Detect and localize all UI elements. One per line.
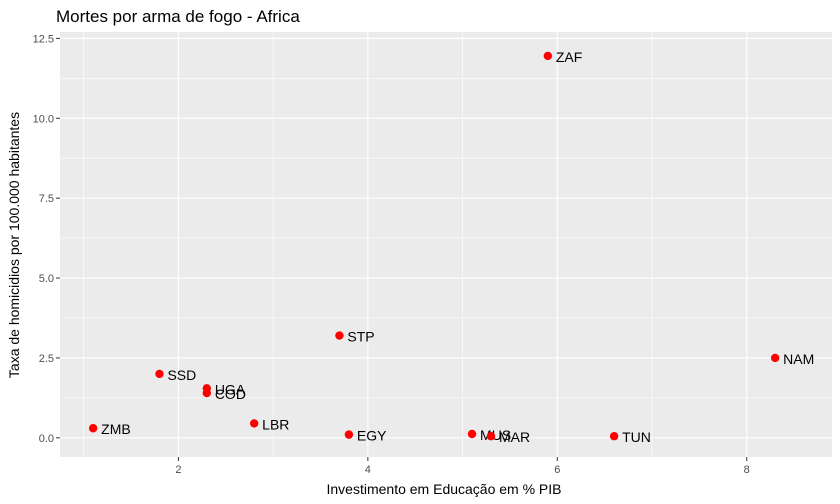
data-point	[335, 331, 344, 340]
point-label: SSD	[167, 367, 196, 383]
data-point	[88, 424, 98, 433]
data-point	[202, 388, 212, 398]
y-tick-label: 7.5	[39, 193, 54, 205]
chart-title: Mortes por arma de fogo - Africa	[56, 7, 300, 26]
data-point	[344, 430, 354, 439]
point-label: ZAF	[556, 49, 582, 65]
point-label: UGA	[215, 381, 246, 397]
y-tick-label: 12.5	[33, 33, 54, 45]
y-axis: 0.0 2.5 5.0 7.5 10.0 12.5	[33, 33, 60, 445]
y-tick-label: 0.0	[39, 433, 54, 445]
x-tick-label: 6	[554, 464, 560, 476]
point-label: EGY	[357, 428, 387, 444]
data-point	[609, 432, 619, 441]
y-axis-title: Taxa de homicidios por 100.000 habitante…	[6, 112, 22, 378]
point-label: MAR	[499, 429, 530, 445]
x-tick-label: 8	[744, 464, 750, 476]
data-point	[467, 429, 477, 439]
x-axis: 2 4 6 8	[175, 457, 750, 476]
y-tick-label: 2.5	[39, 353, 54, 365]
point-label: ZMB	[101, 421, 131, 437]
point-label: MUS	[480, 427, 511, 443]
point-label: NAM	[783, 351, 814, 367]
plot-panel	[60, 32, 832, 457]
y-tick-label: 10.0	[33, 113, 54, 125]
x-tick-label: 4	[365, 464, 371, 476]
point-label: STP	[347, 329, 374, 345]
data-point	[770, 353, 780, 363]
grid-lines	[60, 32, 832, 457]
data-point	[543, 51, 553, 61]
point-label: LBR	[262, 416, 289, 432]
data-point	[249, 419, 259, 428]
data-point	[486, 432, 496, 441]
point-label: COD	[215, 386, 246, 402]
x-axis-title: Investimento em Educação em % PIB	[327, 481, 562, 497]
point-label: TUN	[622, 429, 651, 445]
y-tick-label: 5.0	[39, 273, 54, 285]
x-tick-label: 2	[175, 464, 181, 476]
data-point	[155, 369, 164, 379]
